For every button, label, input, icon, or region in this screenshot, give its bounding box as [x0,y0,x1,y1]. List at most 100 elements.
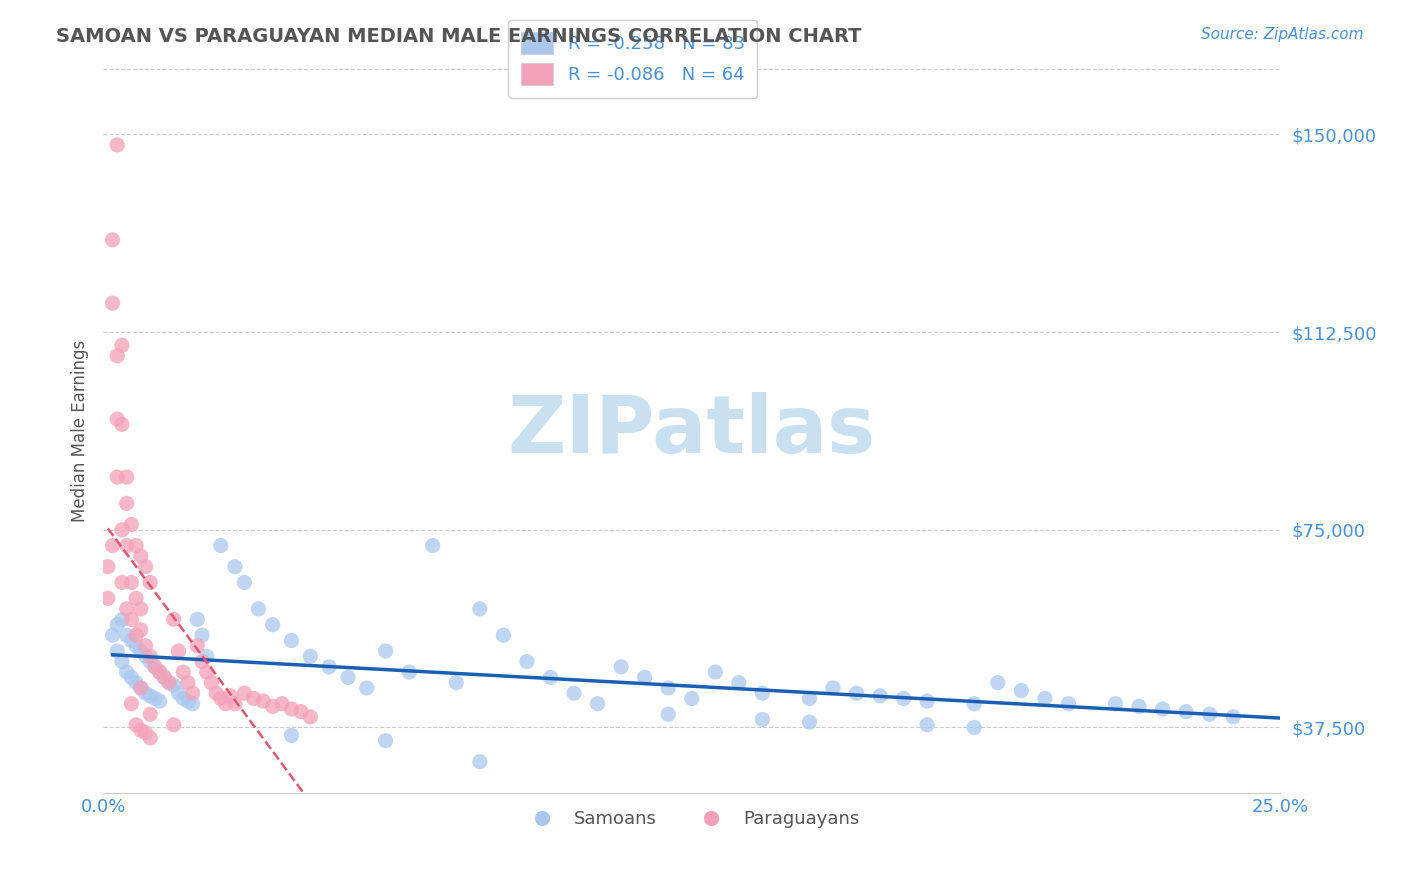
Point [233,575,256,590]
Point [233,686,256,700]
Point [97,559,120,574]
Point [129,681,152,695]
Point [139,707,162,722]
Point [134,686,156,700]
Point [191,628,214,642]
Point [125,628,148,642]
Point [299,710,322,724]
Point [129,644,152,658]
Point [915,694,938,708]
Point [111,523,134,537]
Text: Source: ZipAtlas.com: Source: ZipAtlas.com [1201,27,1364,42]
Point [139,655,162,669]
Point [120,633,142,648]
Point [139,575,162,590]
Point [540,670,562,684]
Point [704,665,727,679]
Point [586,697,609,711]
Point [149,694,172,708]
Point [139,731,162,745]
Point [186,639,208,653]
Point [374,644,396,658]
Point [821,681,844,695]
Point [1198,707,1220,722]
Point [101,539,124,553]
Point [111,575,134,590]
Point [125,539,148,553]
Text: ZIPatlas: ZIPatlas [508,392,876,470]
Point [177,694,200,708]
Point [214,697,236,711]
Point [105,138,128,153]
Point [167,644,190,658]
Point [120,612,142,626]
Point [105,470,128,484]
Point [727,675,749,690]
Point [318,660,340,674]
Point [468,602,491,616]
Point [356,681,378,695]
Point [290,705,312,719]
Point [963,721,986,735]
Point [129,602,152,616]
Point [219,689,242,703]
Point [262,699,284,714]
Point [657,681,679,695]
Point [115,665,138,679]
Point [1057,697,1080,711]
Point [209,539,232,553]
Point [200,675,222,690]
Point [1010,683,1032,698]
Point [422,539,444,553]
Point [153,670,176,684]
Point [120,670,142,684]
Point [101,628,124,642]
Point [172,691,194,706]
Point [751,713,773,727]
Point [101,296,124,310]
Point [516,655,538,669]
Point [1128,699,1150,714]
Point [101,233,124,247]
Point [280,633,302,648]
Point [247,602,270,616]
Point [374,733,396,747]
Point [893,691,915,706]
Point [157,675,180,690]
Point [205,686,228,700]
Point [299,649,322,664]
Point [751,686,773,700]
Point [562,686,585,700]
Point [120,575,142,590]
Point [845,686,868,700]
Point [209,691,232,706]
Point [177,675,200,690]
Point [195,665,218,679]
Point [120,517,142,532]
Point [1033,691,1056,706]
Point [280,728,302,742]
Point [111,417,134,432]
Point [134,639,156,653]
Point [143,691,166,706]
Point [129,623,152,637]
Point [149,665,172,679]
Point [125,591,148,606]
Point [134,725,156,739]
Y-axis label: Median Male Earnings: Median Male Earnings [72,340,89,522]
Point [129,681,152,695]
Point [799,691,821,706]
Point [105,617,128,632]
Point [115,539,138,553]
Point [492,628,515,642]
Point [129,549,152,563]
Point [271,697,294,711]
Point [963,697,986,711]
Point [224,559,246,574]
Point [195,649,218,664]
Point [186,612,208,626]
Point [610,660,633,674]
Point [125,639,148,653]
Point [111,338,134,352]
Point [1104,697,1126,711]
